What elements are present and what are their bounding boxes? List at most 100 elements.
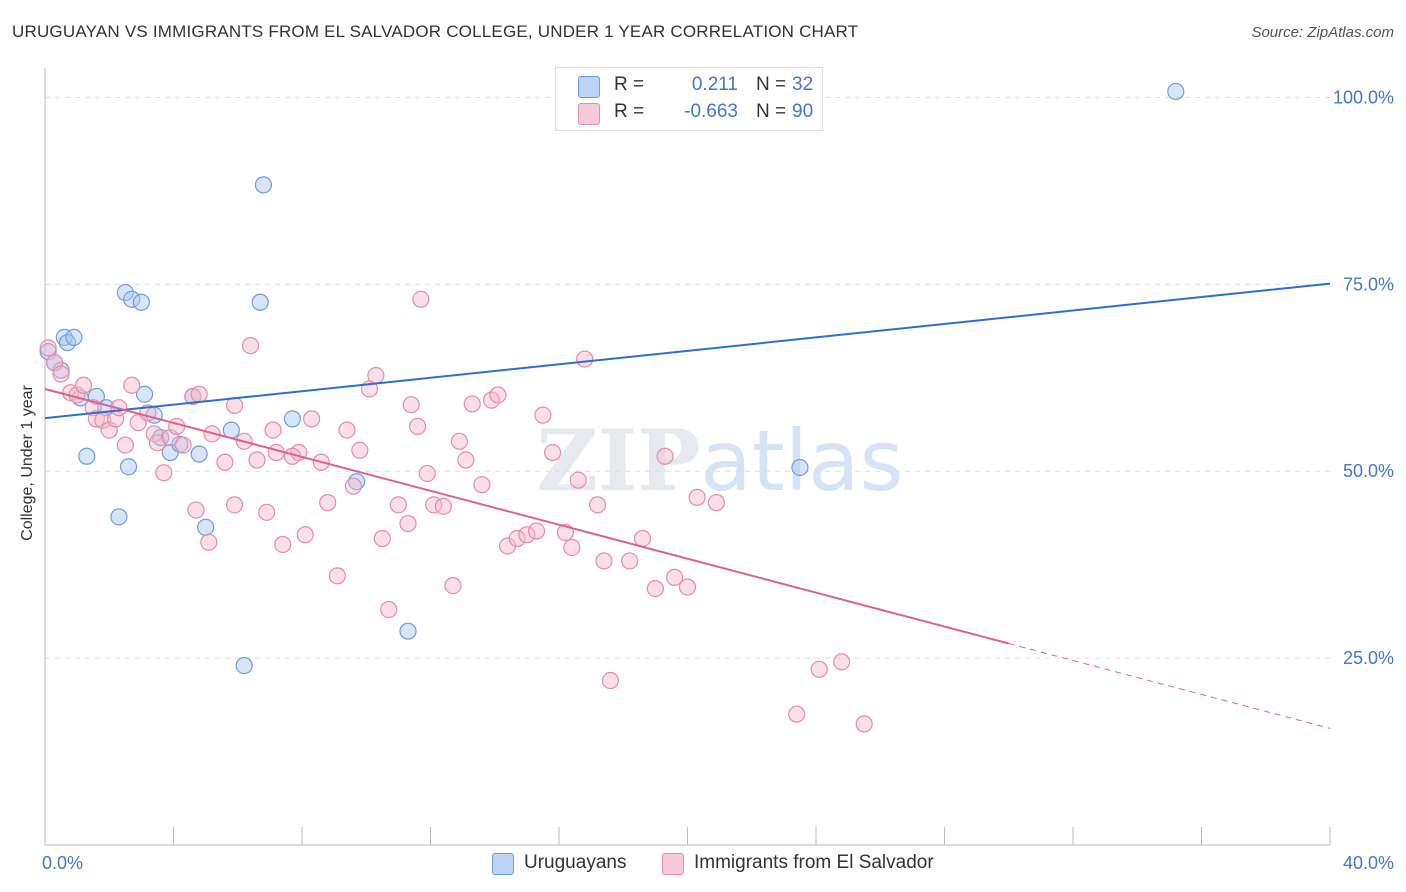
el-salvador-point [678, 578, 697, 596]
el-salvador-point [543, 443, 562, 462]
y-tick-labels: 25.0% 50.0% 75.0% 100.0% [1333, 87, 1394, 668]
uruguayan-point [791, 458, 809, 477]
uruguayan-point [235, 656, 253, 675]
legend-r-label: R = [614, 74, 645, 95]
el-salvador-point [225, 496, 244, 514]
el-salvador-point [688, 488, 706, 506]
el-salvador-point [145, 425, 163, 443]
el-salvador-point [187, 501, 205, 519]
y-tick-label: 100.0% [1333, 87, 1394, 107]
el-salvador-point [351, 441, 369, 459]
chart-title: URUGUAYAN VS IMMIGRANTS FROM EL SALVADOR… [12, 22, 859, 41]
el-salvador-point [633, 529, 652, 548]
x-tick-min: 0.0% [42, 853, 84, 873]
uruguayan-point [87, 387, 106, 406]
el-salvador-point [242, 337, 260, 355]
el-salvador-point [200, 533, 218, 551]
series-label: Uruguayans [524, 852, 627, 873]
el-salvador-point [434, 497, 452, 515]
legend-n-label: N = [756, 101, 787, 122]
legend-n-label: N = [756, 74, 787, 95]
el-salvador-point [833, 653, 851, 671]
el-salvador-point [595, 552, 613, 570]
el-salvador-point [508, 529, 526, 548]
correlation-legend: R = 0.211 N = 32 R = -0.663 N = 90 [555, 67, 823, 131]
series-uruguayans [39, 82, 1185, 675]
el-salvador-point [418, 464, 436, 483]
el-salvador-point [264, 421, 282, 439]
el-salvador-point [855, 715, 873, 733]
el-salvador-point [389, 496, 407, 514]
el-salvador-point [367, 366, 385, 385]
el-salvador-point [248, 451, 266, 469]
el-salvador-point [338, 421, 356, 439]
series-legend: Uruguayans Immigrants from El Salvador [0, 851, 1406, 881]
el-salvador-point [52, 365, 70, 383]
el-salvador-point [258, 503, 276, 521]
y-axis-label: College, Under 1 year [19, 385, 36, 541]
legend-r-value: -0.663 [684, 101, 738, 122]
el-salvador-point [87, 410, 106, 428]
el-salvador-point [707, 494, 726, 512]
el-salvador-point [527, 522, 546, 540]
el-salvador-point [216, 453, 234, 471]
uruguayan-point [119, 458, 138, 476]
el-salvador-point [576, 350, 594, 368]
el-salvador-point [444, 576, 462, 595]
el-salvador-point [409, 417, 427, 435]
el-salvador-point [463, 395, 481, 413]
el-salvador-point [148, 434, 167, 452]
el-salvador-point [274, 535, 292, 554]
uruguayan-point [116, 283, 134, 302]
legend-swatch-blue [578, 76, 600, 98]
series-swatch-blue [492, 853, 514, 875]
el-salvador-point [190, 385, 208, 403]
el-salvador-point [399, 514, 417, 533]
el-salvador-point [489, 386, 507, 404]
el-salvador-point [666, 568, 684, 586]
el-salvador-point [810, 660, 828, 678]
el-salvador-point [569, 471, 587, 489]
uruguayan-point [110, 508, 128, 526]
x-tick-max: 40.0% [1342, 853, 1394, 873]
el-salvador-point [174, 436, 192, 454]
uruguayan-trend-line [44, 282, 1331, 420]
el-salvador-point [646, 579, 664, 598]
uruguayan-point [132, 293, 150, 311]
watermark: ZIPatlas [537, 411, 904, 510]
uruguayan-point [1167, 82, 1185, 101]
el-salvador-point [373, 529, 391, 548]
el-salvador-point [296, 526, 314, 544]
el-salvador-point [116, 436, 134, 454]
y-tick-label: 75.0% [1343, 274, 1394, 294]
y-tick-label: 25.0% [1343, 648, 1394, 668]
uruguayan-point [55, 328, 73, 346]
uruguayan-point [190, 445, 208, 463]
el-salvador-point [518, 526, 536, 544]
trend-lines [44, 282, 1331, 729]
uruguayan-point [399, 622, 417, 640]
series-swatch-pink [662, 853, 684, 875]
el-salvador-point [450, 432, 469, 450]
el-salvador-point [328, 567, 346, 585]
uruguayan-point [78, 447, 96, 465]
el-salvador-point [621, 552, 639, 570]
el-salvador-trend-line [44, 388, 1010, 645]
el-salvador-point [303, 410, 321, 428]
el-salvador-point [402, 396, 420, 414]
source-credit: Source: ZipAtlas.com [1251, 24, 1394, 41]
el-salvador-point [656, 447, 674, 465]
uruguayan-point [283, 410, 301, 428]
el-salvador-point [344, 477, 362, 495]
uruguayan-point [251, 293, 269, 311]
uruguayan-point [123, 290, 141, 308]
uruguayan-point [254, 176, 273, 194]
el-salvador-trend-line-extension [1008, 643, 1331, 729]
uruguayan-point [197, 518, 215, 536]
legend-r-label: R = [614, 101, 645, 122]
el-salvador-point [39, 339, 57, 357]
legend-n-value: 90 [792, 101, 814, 122]
el-salvador-point [184, 387, 202, 406]
el-salvador-point [412, 290, 430, 308]
